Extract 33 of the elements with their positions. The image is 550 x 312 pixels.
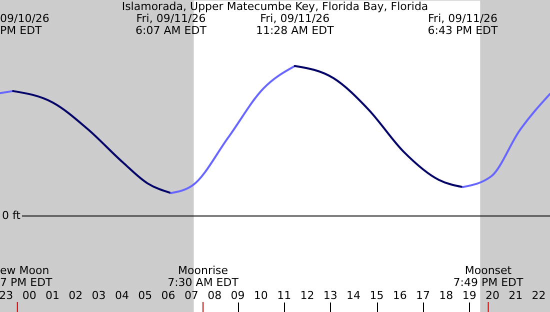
x-tick-label: 01: [45, 289, 60, 302]
ref-line-label: Moonset 7:49 PM EDT: [453, 264, 524, 289]
ref-line-label: 0 ft: [2, 209, 22, 222]
x-tick-label: 13: [323, 289, 338, 302]
x-tick-label: 23: [0, 289, 14, 302]
x-tick-label: 07: [184, 289, 198, 302]
x-tick-label: 22: [532, 289, 546, 302]
x-tick-label: 20: [485, 289, 500, 302]
text: 09/10/26 PM EDT: [0, 12, 50, 37]
x-tick-label: 14: [346, 289, 361, 302]
x-tick-label: 09: [230, 289, 245, 302]
text: Fri, 09/11/26 11:28 AM EDT: [256, 12, 334, 37]
x-tick-label: 15: [370, 289, 384, 302]
x-tick-label: 06: [161, 289, 176, 302]
x-tick-label: 19: [462, 289, 476, 302]
x-tick-label: 21: [508, 289, 523, 302]
x-tick-label: 12: [300, 289, 314, 302]
x-tick-label: 05: [138, 289, 152, 302]
x-tick-label: 17: [416, 289, 430, 302]
x-tick-label: 16: [392, 289, 407, 302]
text: Fri, 09/11/26 6:43 PM EDT: [428, 12, 498, 37]
x-tick-label: 10: [254, 289, 268, 302]
x-tick-label: 02: [68, 289, 83, 302]
x-tick-label: 11: [277, 289, 292, 302]
x-tick-label: 00: [22, 289, 36, 302]
ref-line-label: Moonrise 7:30 AM EDT: [168, 264, 239, 289]
x-tick-label: 03: [92, 289, 106, 302]
x-tick-label: 04: [114, 289, 129, 302]
chart-title: Islamorada, Upper Matecumbe Key, Florida Bay, Florida: [122, 0, 428, 13]
x-tick-label: 08: [208, 289, 222, 302]
text: Fri, 09/11/26 6:07 AM EDT: [136, 12, 207, 37]
ref-line-label: ew Moon 7 PM EDT: [0, 264, 53, 289]
x-tick-label: 18: [439, 289, 454, 302]
